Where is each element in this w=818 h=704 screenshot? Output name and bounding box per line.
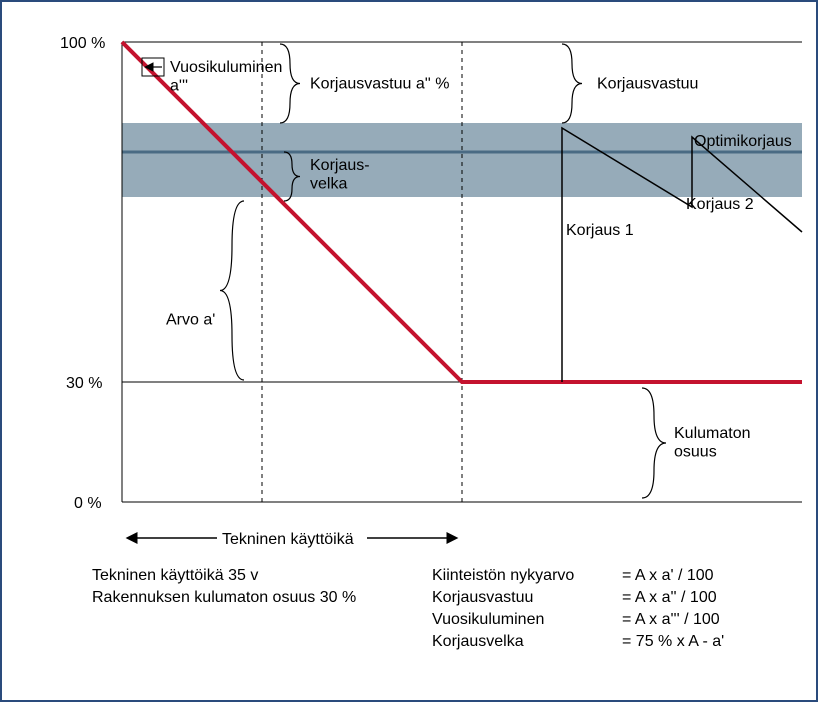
diagram-frame: 100 % 30 % 0 % Vuosikuluminena''' Korjausvas… <box>0 0 818 702</box>
svg-text:Tekninen käyttöikä: Tekninen käyttöikä <box>222 531 354 548</box>
footer-left-0: Tekninen käyttöikä 35 v <box>92 567 258 584</box>
label-korjaus1: Korjaus 1 <box>566 222 634 239</box>
footer-right-key-3: Korjausvelka <box>432 633 524 650</box>
label-korjaus2: Korjaus 2 <box>686 196 754 213</box>
label-vuosikuluminen: Vuosikuluminena''' <box>170 59 282 94</box>
label-arvo: Arvo a' <box>166 312 215 329</box>
ytick-30: 30 % <box>66 375 102 392</box>
footer-right-key-2: Vuosikuluminen <box>432 611 544 628</box>
label-optimikorjaus: Optimikorjaus <box>694 133 792 150</box>
label-korjausvastuu: Korjausvastuu <box>597 76 698 93</box>
ytick-100: 100 % <box>60 35 105 52</box>
footer-right-key-1: Korjausvastuu <box>432 589 533 606</box>
label-kulumaton: Kulumatonosuus <box>674 425 751 460</box>
footer-right-val-0: = A x a' / 100 <box>622 567 714 584</box>
footer-right-val-2: = A x a''' / 100 <box>622 611 720 628</box>
footer-left-1: Rakennuksen kulumaton osuus 30 % <box>92 589 356 606</box>
diagram-svg: 100 % 30 % 0 % Vuosikuluminena''' Korjausvas… <box>2 2 818 704</box>
footer-right-val-3: = 75 % x A - a' <box>622 633 724 650</box>
ytick-0: 0 % <box>74 495 102 512</box>
footer-right-key-0: Kiinteistön nykyarvo <box>432 567 574 584</box>
label-korjausvastuu-a: Korjausvastuu a'' % <box>310 76 450 93</box>
footer-right-val-1: = A x a'' / 100 <box>622 589 717 606</box>
